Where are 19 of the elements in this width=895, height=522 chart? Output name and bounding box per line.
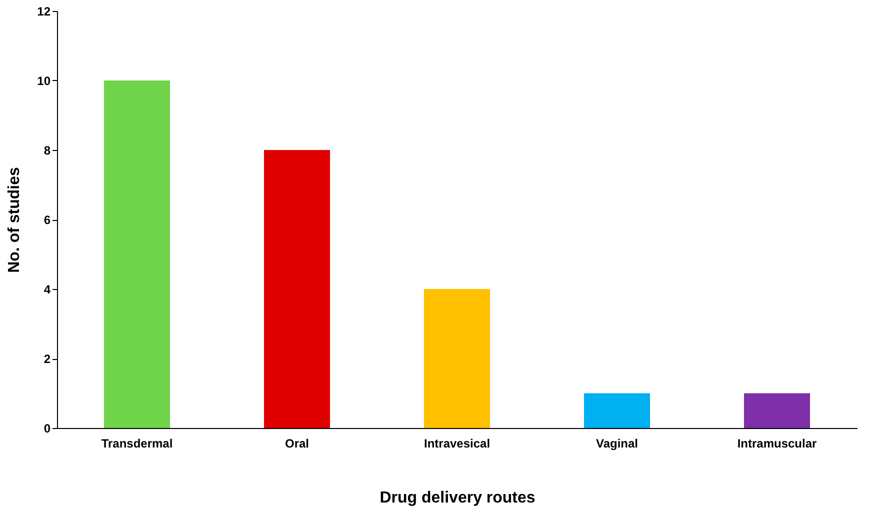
y-tick-label: 0	[44, 422, 51, 436]
y-tick-label: 12	[37, 4, 51, 18]
y-axis-title: No. of studies	[6, 167, 24, 273]
bar	[424, 289, 490, 428]
y-tick-label: 8	[44, 144, 51, 158]
bar	[744, 393, 810, 428]
y-tick-label: 10	[37, 74, 51, 88]
x-tick-label: Oral	[284, 436, 310, 450]
x-tick-label: Intramuscular	[737, 436, 818, 450]
bar	[264, 150, 330, 428]
y-tick-label: 4	[44, 282, 51, 296]
x-tick-label: Intravesical	[424, 436, 490, 450]
bar	[104, 80, 170, 428]
y-tick-label: 2	[44, 352, 51, 366]
x-tick-label: Transdermal	[101, 436, 173, 450]
bar	[584, 393, 650, 428]
y-tick-label: 6	[44, 213, 51, 227]
x-axis-title: Drug delivery routes	[380, 490, 536, 506]
x-tick-label: Vaginal	[596, 436, 638, 450]
